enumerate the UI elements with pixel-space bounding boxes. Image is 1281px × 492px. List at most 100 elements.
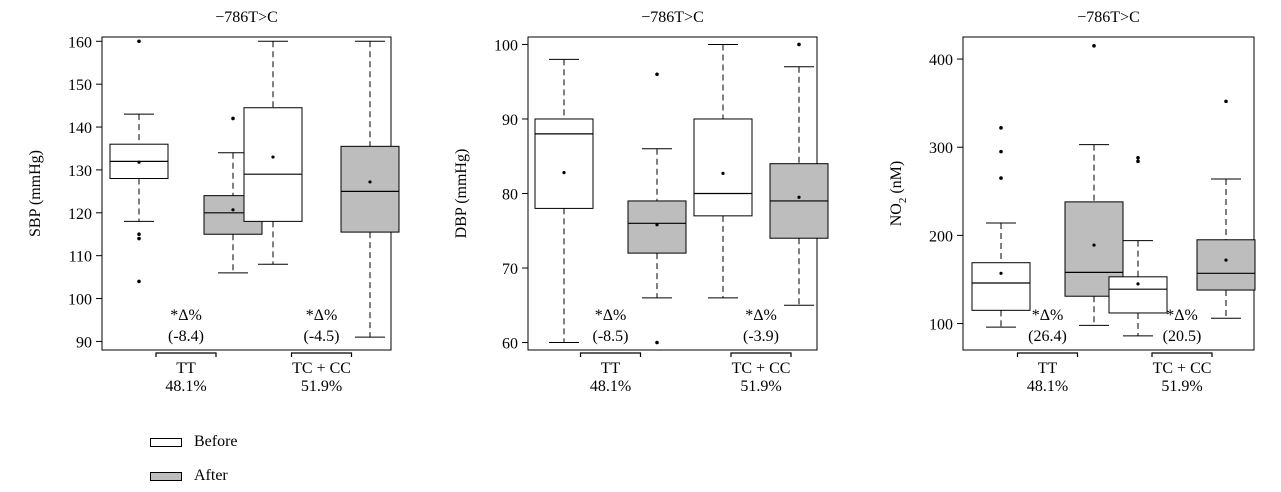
boxplot-figure: −786T>C 90 100 110 120 130 140 150 160 SBP (mmHg)… — [27, 9, 1256, 395]
group-percentage: 51.9% — [740, 378, 781, 395]
outlier-point — [137, 236, 141, 241]
legend-item-after: After — [150, 467, 228, 485]
y-tick-label: 300 — [929, 140, 953, 157]
group-label: TT — [601, 360, 621, 377]
outlier-point — [231, 116, 235, 121]
group-label: TT — [1038, 360, 1058, 377]
outlier-point — [655, 72, 659, 77]
box-iqr — [627, 200, 687, 254]
y-tick-label: 150 — [68, 77, 92, 94]
y-tick-label: 90 — [502, 112, 518, 129]
outlier-point — [1092, 44, 1096, 48]
outlier-point — [1136, 159, 1140, 164]
box-before-group-2 — [693, 43, 753, 299]
group-bracket — [1151, 352, 1213, 357]
delta-value: (-8.4) — [168, 328, 204, 345]
group-percentage: 51.9% — [301, 378, 342, 395]
y-tick-label: 400 — [929, 52, 953, 69]
box-before-group-2 — [243, 40, 303, 265]
group-label: TC + CC — [732, 360, 791, 377]
group-label: TC + CC — [292, 360, 351, 377]
mean-point — [1136, 282, 1140, 286]
legend-item-before: Before — [150, 433, 238, 451]
y-tick-label: 100 — [929, 317, 953, 334]
chart-panel-2: −786T>C 60 70 80 90 100 DBP (mmHg) *Δ% (-8.5) TT4… — [453, 9, 829, 395]
y-axis-label: NO2 (nM) — [888, 161, 909, 227]
group-percentage: 48.1% — [165, 378, 206, 395]
group-label: TC + CC — [1153, 360, 1212, 377]
delta-value: (20.5) — [1163, 328, 1202, 345]
group-bracket — [730, 352, 792, 357]
delta-value: (-3.9) — [743, 328, 779, 345]
y-tick-label: 80 — [502, 187, 518, 204]
box-after-group-2 — [1196, 99, 1256, 319]
delta-label: *Δ% — [745, 307, 777, 324]
box-iqr — [693, 118, 753, 217]
outlier-point — [137, 279, 141, 284]
box-before-group-2 — [1108, 155, 1168, 337]
group-percentage: 48.1% — [1027, 378, 1068, 395]
mean-point — [999, 271, 1003, 275]
legend-label-after: After — [194, 467, 228, 484]
panel-title: −786T>C — [215, 9, 278, 26]
mean-point — [368, 180, 372, 184]
box-iqr — [1196, 239, 1256, 291]
y-tick-label: 70 — [502, 261, 518, 278]
plot-frame — [962, 36, 1255, 351]
mean-point — [721, 171, 725, 175]
outlier-point — [137, 232, 141, 237]
y-tick-label: 90 — [76, 334, 92, 351]
box-iqr — [340, 145, 400, 233]
box-after-group-2 — [340, 40, 400, 338]
box-after-group-1 — [627, 72, 687, 345]
outlier-point — [999, 149, 1003, 154]
y-tick-label: 100 — [494, 37, 518, 54]
delta-label: *Δ% — [1166, 307, 1198, 324]
outlier-point — [655, 340, 659, 345]
mean-point — [655, 223, 659, 227]
delta-label: *Δ% — [1032, 307, 1064, 324]
y-tick-label: 140 — [68, 120, 92, 137]
box-iqr — [243, 107, 303, 222]
y-tick-label: 200 — [929, 228, 953, 245]
box-before-group-1 — [109, 39, 169, 284]
outlier-point — [137, 39, 141, 44]
group-bracket — [155, 352, 217, 357]
legend-swatch-after — [150, 471, 182, 481]
y-axis-label: SBP (mmHg) — [27, 150, 44, 237]
outlier-point — [1136, 155, 1140, 160]
group-bracket — [290, 352, 353, 357]
legend-swatch-before — [150, 437, 182, 447]
outlier-point — [797, 42, 801, 47]
y-tick-label: 60 — [502, 336, 518, 353]
y-tick-label: 100 — [68, 292, 92, 309]
box-after-group-2 — [769, 42, 829, 306]
mean-point — [1092, 243, 1096, 247]
delta-label: *Δ% — [595, 307, 627, 324]
y-tick-label: 120 — [68, 206, 92, 223]
group-bracket — [1016, 352, 1079, 357]
box-iqr — [534, 118, 594, 209]
mean-point — [562, 171, 566, 175]
group-percentage: 51.9% — [1161, 378, 1202, 395]
mean-point — [1224, 258, 1228, 262]
chart-panel-1: −786T>C 90 100 110 120 130 140 150 160 SBP (mmHg)… — [27, 9, 400, 395]
y-tick-label: 160 — [68, 34, 92, 51]
y-tick-label: 110 — [69, 249, 92, 266]
outlier-point — [999, 126, 1003, 130]
delta-label: *Δ% — [306, 307, 338, 324]
outlier-point — [999, 176, 1003, 180]
group-percentage: 48.1% — [590, 378, 631, 395]
mean-point — [797, 195, 801, 199]
chart-panel-3: −786T>C 100 200 300 400 NO2 (nM) *Δ% (26.4) TT48… — [888, 9, 1256, 395]
box-before-group-1 — [534, 58, 594, 344]
box-before-group-1 — [971, 126, 1031, 328]
y-tick-label: 130 — [68, 163, 92, 180]
mean-point — [231, 208, 235, 212]
outlier-point — [1224, 99, 1228, 104]
y-axis-label: DBP (mmHg) — [453, 149, 470, 239]
mean-point — [271, 155, 275, 159]
delta-value: (26.4) — [1028, 328, 1067, 345]
group-bracket — [579, 352, 642, 357]
mean-point — [137, 160, 141, 164]
